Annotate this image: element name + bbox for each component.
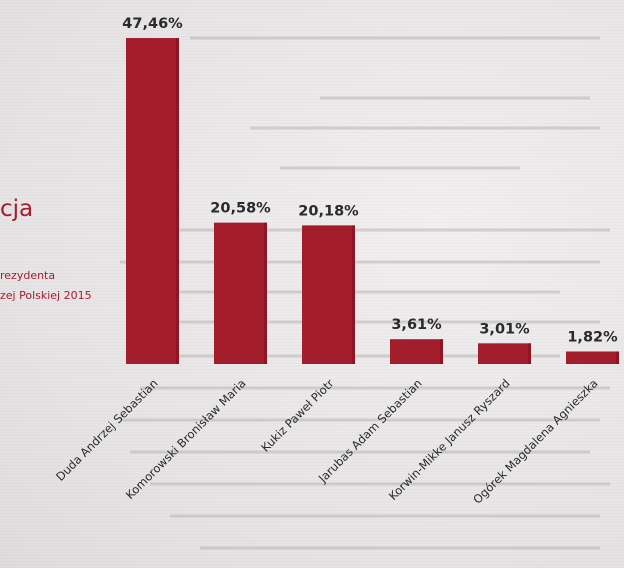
bar-komorowski-bronislaw-maria [214,222,267,364]
bar-jarubas-adam-sebastian [390,339,443,364]
tick-label-kukiz-pawel-piotr: Kukiz Paweł Piotr [258,376,337,455]
side-heading: cja [0,196,34,222]
bar-kukiz-pawel-piotr [302,225,355,364]
bar-edge-ogorek-magdalena-agnieszka [616,351,619,364]
data-label-korwin-mikke-janusz-ryszard: 3,01% [479,321,530,337]
side-subtitle: rezydenta zej Polskiej 2015 [0,266,130,306]
bar-edge-korwin-mikke-janusz-ryszard [528,343,531,364]
bar-edge-kukiz-pawel-piotr [352,225,355,364]
side-subtitle-line-2: zej Polskiej 2015 [0,289,92,302]
data-label-kukiz-pawel-piotr: 20,18% [298,203,359,219]
bars [126,38,619,364]
data-label-jarubas-adam-sebastian: 3,61% [391,317,442,333]
tick-label-duda-andrzej-sebastian: Duda Andrzej Sebastian [53,376,161,484]
bar-ogorek-magdalena-agnieszka [566,351,619,364]
side-subtitle-line-1: rezydenta [0,269,56,282]
bar-edge-jarubas-adam-sebastian [440,339,443,364]
data-label-ogorek-magdalena-agnieszka: 1,82% [567,329,618,345]
data-labels: 47,46% 20,58% 20,18% 3,61% 3,01% 1,82% [122,16,618,345]
data-label-komorowski-bronislaw-maria: 20,58% [210,201,271,217]
bar-duda-andrzej-sebastian [126,38,179,364]
bar-edge-komorowski-bronislaw-maria [264,222,267,364]
bar-edge-duda-andrzej-sebastian [176,38,179,364]
bar-korwin-mikke-janusz-ryszard [478,343,531,364]
data-label-duda-andrzej-sebastian: 47,46% [122,16,183,32]
